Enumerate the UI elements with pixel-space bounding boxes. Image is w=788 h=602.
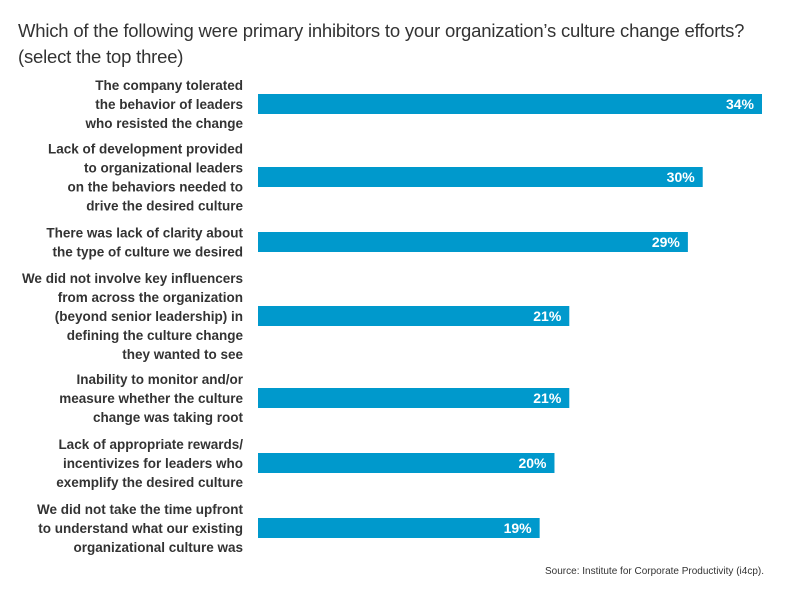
category-label-1: The company tolerated the behavior of lea… (84, 78, 243, 131)
bar-3 (258, 232, 688, 252)
source-note: Source: Institute for Corporate Producti… (545, 566, 764, 577)
category-label-line: (beyond senior leadership) in (55, 309, 243, 324)
category-label-3: There was lack of clarity about the type … (46, 226, 243, 260)
chart-title: Which of the following were primary inhi… (18, 20, 745, 67)
category-label-2: Lack of development provided to organizat… (48, 142, 244, 214)
category-label-line: to understand what our existing (38, 521, 243, 536)
bar-4 (258, 306, 570, 326)
bar-6 (258, 453, 555, 473)
category-label-line: from across the organization (58, 290, 243, 305)
bar-7 (258, 518, 540, 538)
category-label-line: incentivizes for leaders who (63, 456, 243, 471)
category-label-line: defining the culture change (67, 328, 244, 343)
category-label-line: change was taking root (93, 410, 244, 425)
category-label-line: the type of culture we desired (52, 245, 243, 260)
bar-5 (258, 388, 570, 408)
category-label-line: The company tolerated (95, 78, 243, 93)
value-label-3: 29% (652, 234, 681, 250)
category-label-7: We did not take the time upfront to under… (37, 502, 244, 555)
category-label-line: exemplify the desired culture (56, 475, 243, 490)
category-label-line: on the behaviors needed to (67, 180, 243, 195)
category-label-line: organizational culture was (73, 540, 243, 555)
category-label-4: We did not involve key influencers from a… (22, 271, 244, 362)
value-label-4: 21% (533, 308, 562, 324)
bar-1 (258, 94, 762, 114)
category-label-line: who resisted the change (84, 116, 243, 131)
category-label-line: they wanted to see (122, 347, 243, 362)
category-label-line: Lack of appropriate rewards/ (58, 437, 243, 452)
category-label-line: the behavior of leaders (95, 97, 243, 112)
category-label-line: drive the desired culture (86, 199, 243, 214)
category-label-line: There was lack of clarity about (46, 226, 243, 241)
category-label-line: Lack of development provided (48, 142, 243, 157)
value-label-7: 19% (504, 520, 533, 536)
category-label-line: to organizational leaders (84, 161, 243, 176)
value-label-6: 20% (518, 455, 547, 471)
category-label-6: Lack of appropriate rewards/incentivizes… (56, 437, 243, 490)
category-label-line: Inability to monitor and/or (77, 372, 244, 387)
value-label-5: 21% (533, 390, 562, 406)
value-label-2: 30% (667, 169, 696, 185)
bar-2 (258, 167, 703, 187)
value-label-1: 34% (726, 96, 755, 112)
category-label-line: We did not take the time upfront (37, 502, 244, 517)
category-label-5: Inability to monitor and/or measure wheth… (59, 372, 244, 425)
category-label-line: We did not involve key influencers (22, 271, 243, 286)
category-label-line: measure whether the culture (59, 391, 243, 406)
